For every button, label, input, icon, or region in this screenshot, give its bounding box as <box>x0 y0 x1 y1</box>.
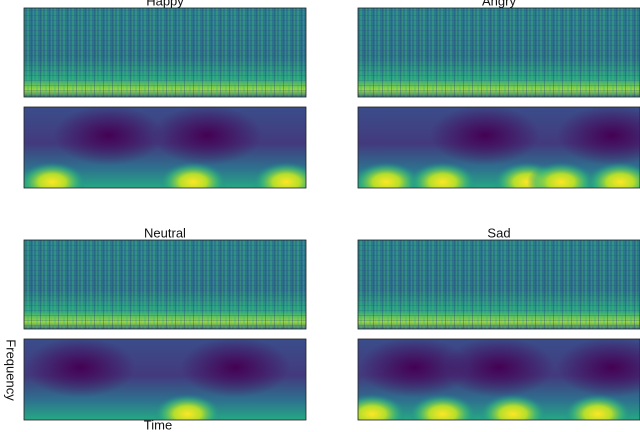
spectrogram-texture <box>24 8 306 97</box>
dark-region <box>444 339 554 398</box>
x-axis-label: Time <box>144 417 172 432</box>
energy-blob <box>153 394 222 420</box>
smoothed-spectrogram <box>358 107 640 188</box>
smoothed-spectrogram <box>358 339 640 420</box>
energy-blob <box>408 162 477 188</box>
smoothed-frame <box>23 106 307 189</box>
dark-region <box>53 107 164 166</box>
emotion-panel: Happy <box>23 0 307 189</box>
spectrogram-texture <box>24 240 306 329</box>
smoothed-spectrogram <box>24 107 306 188</box>
energy-blob <box>527 162 596 188</box>
energy-blob <box>408 394 477 420</box>
energy-blob <box>358 394 407 420</box>
dark-region <box>556 107 640 166</box>
panels: Happy Angry Neutral Sad <box>23 0 640 421</box>
spectrogram-frame <box>23 7 307 98</box>
spectrogram-texture <box>358 8 640 97</box>
energy-blob <box>358 162 421 188</box>
dark-region <box>152 107 263 166</box>
panel-title: Happy <box>146 0 184 8</box>
spectrogram-frame <box>23 239 307 330</box>
spectrogram-texture <box>358 240 640 329</box>
energy-blob <box>24 162 87 188</box>
smoothed-frame <box>357 338 640 421</box>
dark-region <box>556 339 640 398</box>
energy-blob <box>563 394 632 420</box>
energy-blob <box>586 162 640 188</box>
spectrogram-frame <box>357 7 640 98</box>
smoothed-frame <box>23 338 307 421</box>
panel-title: Neutral <box>144 225 186 240</box>
spectrogram-frame <box>357 239 640 330</box>
emotion-panel: Neutral <box>23 225 307 421</box>
dark-region <box>429 107 540 166</box>
energy-blob <box>479 394 548 420</box>
panel-title: Sad <box>487 225 510 240</box>
smoothed-spectrogram <box>24 339 306 420</box>
dark-region <box>359 339 470 398</box>
dark-region <box>25 339 136 398</box>
panel-title: Angry <box>482 0 516 8</box>
smoothed-frame <box>357 106 640 189</box>
dark-region <box>180 339 291 398</box>
energy-blob <box>252 162 306 188</box>
energy-blob <box>159 162 228 188</box>
y-axis-label: Frequency <box>4 339 19 401</box>
emotion-panel: Sad <box>357 225 640 421</box>
emotion-panel: Angry <box>357 0 640 189</box>
